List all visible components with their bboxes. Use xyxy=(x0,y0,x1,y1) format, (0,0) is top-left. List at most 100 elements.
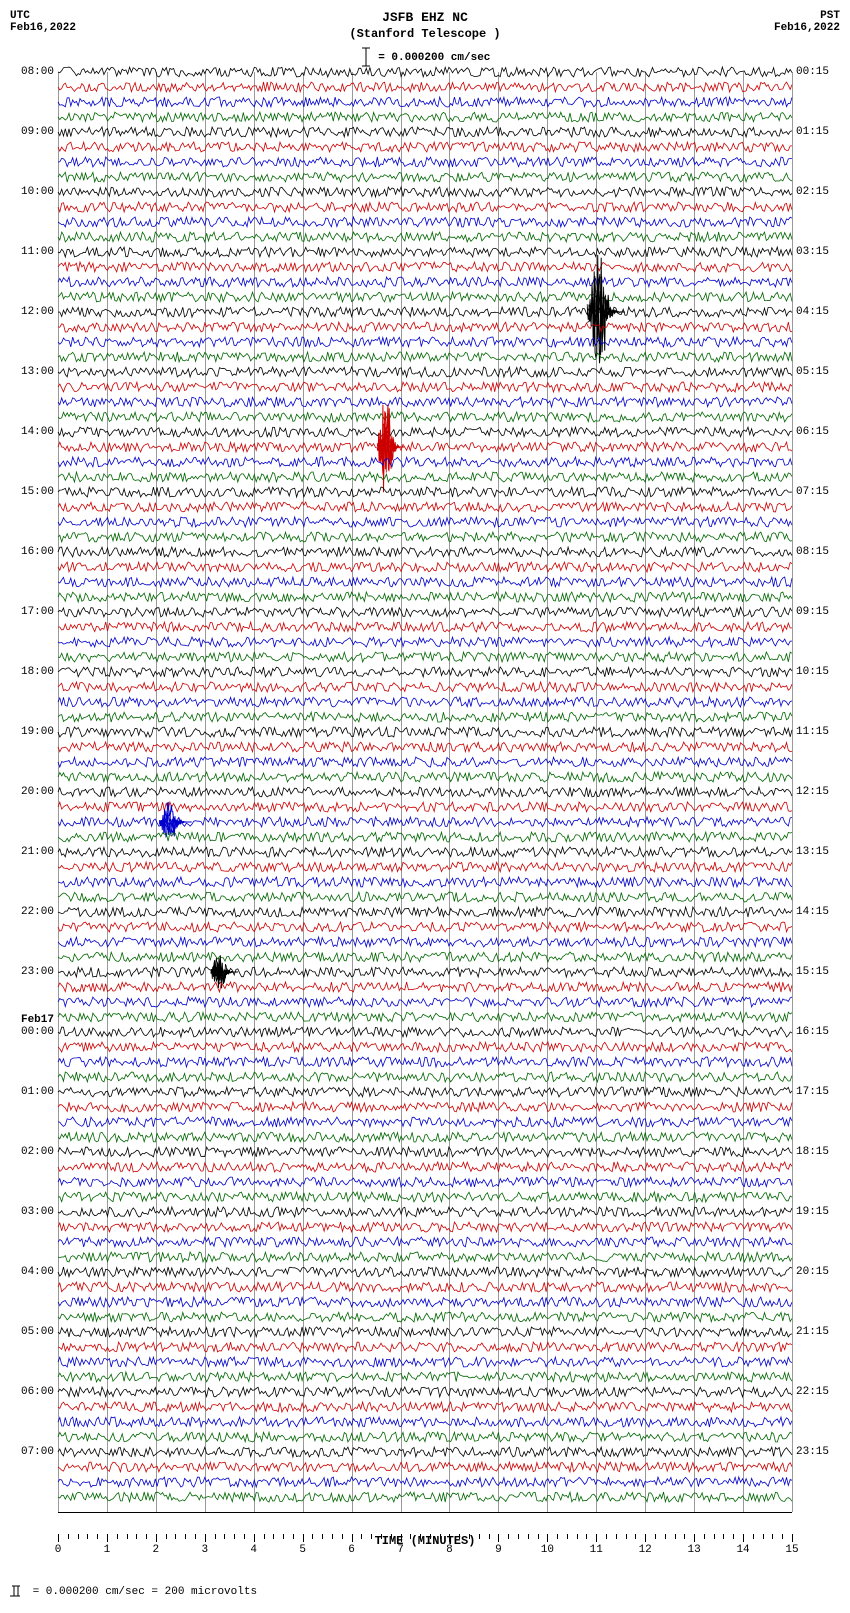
x-tick-minor xyxy=(215,1534,216,1539)
x-tick-minor xyxy=(606,1534,607,1539)
footer-scale-icon xyxy=(10,1584,26,1598)
x-tick-minor xyxy=(586,1534,587,1539)
x-tick-minor xyxy=(557,1534,558,1539)
x-tick-minor xyxy=(136,1534,137,1539)
x-tick-label: 7 xyxy=(397,1544,404,1556)
grid-line xyxy=(792,72,793,1512)
utc-time-label: 10:00 xyxy=(10,186,54,198)
utc-time-label: 11:00 xyxy=(10,246,54,258)
x-axis-label: TIME (MINUTES) xyxy=(58,1534,792,1548)
x-tick-minor xyxy=(273,1534,274,1539)
x-tick-minor xyxy=(195,1534,196,1539)
utc-time-label: 05:00 xyxy=(10,1326,54,1338)
x-tick xyxy=(352,1534,353,1542)
x-tick xyxy=(596,1534,597,1542)
x-tick-minor xyxy=(655,1534,656,1539)
x-tick-minor xyxy=(469,1534,470,1539)
pst-time-label: 18:15 xyxy=(796,1146,840,1158)
x-tick-label: 2 xyxy=(153,1544,160,1556)
x-tick-minor xyxy=(704,1534,705,1539)
utc-time-label: 03:00 xyxy=(10,1206,54,1218)
x-tick-minor xyxy=(538,1534,539,1539)
utc-time-label: 08:00 xyxy=(10,66,54,78)
utc-time-label: 17:00 xyxy=(10,606,54,618)
x-tick xyxy=(743,1534,744,1542)
x-tick-minor xyxy=(312,1534,313,1539)
x-tick-minor xyxy=(518,1534,519,1539)
x-axis: TIME (MINUTES) 0123456789101112131415 xyxy=(58,1534,792,1574)
x-tick-label: 0 xyxy=(55,1544,62,1556)
x-tick-minor xyxy=(782,1534,783,1539)
pst-time-label: 13:15 xyxy=(796,846,840,858)
utc-time-label: 23:00 xyxy=(10,966,54,978)
x-tick-minor xyxy=(508,1534,509,1539)
x-tick-minor xyxy=(684,1534,685,1539)
pst-time-label: 05:15 xyxy=(796,366,840,378)
x-tick-minor xyxy=(244,1534,245,1539)
x-tick-minor xyxy=(714,1534,715,1539)
x-tick-minor xyxy=(371,1534,372,1539)
utc-time-label: 04:00 xyxy=(10,1266,54,1278)
x-tick-label: 13 xyxy=(688,1544,701,1556)
x-tick-label: 9 xyxy=(495,1544,502,1556)
x-tick-minor xyxy=(675,1534,676,1539)
x-tick-minor xyxy=(146,1534,147,1539)
x-tick-minor xyxy=(528,1534,529,1539)
x-tick-minor xyxy=(87,1534,88,1539)
pst-time-label: 08:15 xyxy=(796,546,840,558)
x-tick-label: 12 xyxy=(639,1544,652,1556)
x-tick-label: 14 xyxy=(736,1544,749,1556)
utc-time-label: 13:00 xyxy=(10,366,54,378)
x-tick-minor xyxy=(567,1534,568,1539)
x-tick-label: 6 xyxy=(348,1544,355,1556)
x-tick-minor xyxy=(665,1534,666,1539)
x-tick xyxy=(107,1534,108,1542)
station-code: JSFB EHZ NC xyxy=(349,10,500,27)
pst-time-label: 09:15 xyxy=(796,606,840,618)
pst-time-label: 06:15 xyxy=(796,426,840,438)
utc-time-label: 01:00 xyxy=(10,1086,54,1098)
pst-time-label: 07:15 xyxy=(796,486,840,498)
pst-time-label: 01:15 xyxy=(796,126,840,138)
x-tick-minor xyxy=(381,1534,382,1539)
x-tick-minor xyxy=(753,1534,754,1539)
pst-time-label: 21:15 xyxy=(796,1326,840,1338)
x-tick-minor xyxy=(626,1534,627,1539)
x-tick-minor xyxy=(78,1534,79,1539)
x-tick xyxy=(547,1534,548,1542)
x-tick-minor xyxy=(772,1534,773,1539)
pst-time-label: 22:15 xyxy=(796,1386,840,1398)
pst-time-label: 12:15 xyxy=(796,786,840,798)
x-tick-minor xyxy=(430,1534,431,1539)
x-tick xyxy=(303,1534,304,1542)
x-tick-label: 5 xyxy=(299,1544,306,1556)
pst-time-label: 03:15 xyxy=(796,246,840,258)
pst-time-label: 16:15 xyxy=(796,1026,840,1038)
x-tick-minor xyxy=(763,1534,764,1539)
x-tick-label: 3 xyxy=(201,1544,208,1556)
x-tick-minor xyxy=(293,1534,294,1539)
x-tick xyxy=(498,1534,499,1542)
x-tick-minor xyxy=(166,1534,167,1539)
utc-time-label: 21:00 xyxy=(10,846,54,858)
x-tick-minor xyxy=(264,1534,265,1539)
pst-time-label: 04:15 xyxy=(796,306,840,318)
utc-time-label: 16:00 xyxy=(10,546,54,558)
x-tick-label: 15 xyxy=(785,1544,798,1556)
pst-time-label: 15:15 xyxy=(796,966,840,978)
x-axis-line xyxy=(58,1512,792,1513)
utc-label: UTC xyxy=(10,10,76,22)
x-tick xyxy=(694,1534,695,1542)
date-break-label: Feb17 xyxy=(10,1014,54,1026)
trace-waveform xyxy=(58,1452,792,1542)
x-tick-minor xyxy=(635,1534,636,1539)
pst-time-label: 10:15 xyxy=(796,666,840,678)
x-tick-label: 8 xyxy=(446,1544,453,1556)
x-tick-minor xyxy=(127,1534,128,1539)
x-tick-minor xyxy=(577,1534,578,1539)
pst-time-label: 19:15 xyxy=(796,1206,840,1218)
x-tick-minor xyxy=(283,1534,284,1539)
utc-time-label: 12:00 xyxy=(10,306,54,318)
utc-time-label: 07:00 xyxy=(10,1446,54,1458)
pst-time-label: 02:15 xyxy=(796,186,840,198)
